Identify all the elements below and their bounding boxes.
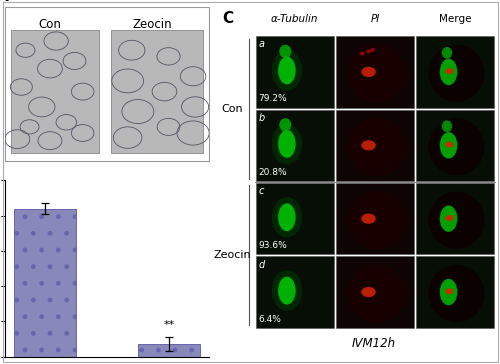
Ellipse shape [428, 45, 484, 102]
Text: A: A [0, 0, 8, 4]
Ellipse shape [272, 197, 302, 237]
Text: a: a [258, 39, 264, 50]
Bar [256, 183, 334, 254]
Ellipse shape [362, 287, 376, 297]
Bar [256, 256, 334, 328]
Text: d: d [258, 260, 264, 270]
Ellipse shape [442, 47, 452, 59]
Text: Zeocin: Zeocin [132, 18, 172, 31]
Ellipse shape [278, 130, 295, 158]
Ellipse shape [272, 124, 302, 164]
Ellipse shape [370, 48, 374, 52]
Bar [256, 36, 334, 108]
Ellipse shape [446, 288, 454, 294]
Bar [416, 110, 494, 181]
Bar [138, 344, 200, 357]
Ellipse shape [348, 264, 406, 323]
Bar [256, 110, 334, 181]
Ellipse shape [428, 191, 484, 249]
Text: 93.6%: 93.6% [258, 241, 287, 250]
Text: 20.8%: 20.8% [258, 168, 287, 177]
Ellipse shape [278, 203, 295, 231]
Text: 6.4%: 6.4% [258, 314, 281, 324]
Text: Zeocin: Zeocin [214, 250, 252, 260]
Ellipse shape [428, 118, 484, 175]
Ellipse shape [366, 50, 370, 53]
Bar [416, 183, 494, 254]
Text: Merge: Merge [438, 14, 471, 24]
Bar [112, 30, 204, 153]
Ellipse shape [278, 277, 295, 305]
Ellipse shape [362, 140, 376, 150]
Ellipse shape [362, 214, 376, 224]
Ellipse shape [440, 279, 458, 305]
Ellipse shape [428, 265, 484, 322]
Ellipse shape [280, 45, 291, 58]
Text: **: ** [164, 320, 175, 330]
Ellipse shape [348, 44, 406, 103]
Ellipse shape [446, 215, 454, 221]
Bar [11, 30, 99, 153]
Ellipse shape [362, 67, 376, 77]
Text: C: C [222, 11, 233, 26]
Text: IVM12h: IVM12h [352, 337, 396, 350]
Bar [336, 183, 414, 254]
Ellipse shape [440, 132, 458, 158]
Ellipse shape [442, 120, 452, 132]
Bar [14, 209, 76, 357]
Ellipse shape [272, 50, 302, 91]
Ellipse shape [360, 52, 364, 55]
Text: b: b [258, 113, 264, 123]
Text: Con: Con [38, 18, 62, 31]
Ellipse shape [446, 68, 454, 74]
Text: c: c [258, 186, 264, 196]
Ellipse shape [348, 118, 406, 176]
Bar [336, 36, 414, 108]
Text: 79.2%: 79.2% [258, 94, 287, 103]
Ellipse shape [446, 142, 454, 147]
Bar [336, 110, 414, 181]
Ellipse shape [272, 270, 302, 311]
Text: α-Tubulin: α-Tubulin [271, 14, 318, 24]
Bar [416, 256, 494, 328]
Text: PI: PI [370, 14, 380, 24]
Text: Con: Con [222, 104, 244, 114]
Ellipse shape [278, 56, 295, 84]
Bar [336, 256, 414, 328]
Ellipse shape [348, 191, 406, 249]
Ellipse shape [440, 59, 458, 85]
Ellipse shape [440, 206, 458, 232]
Bar [416, 36, 494, 108]
Ellipse shape [280, 118, 291, 131]
